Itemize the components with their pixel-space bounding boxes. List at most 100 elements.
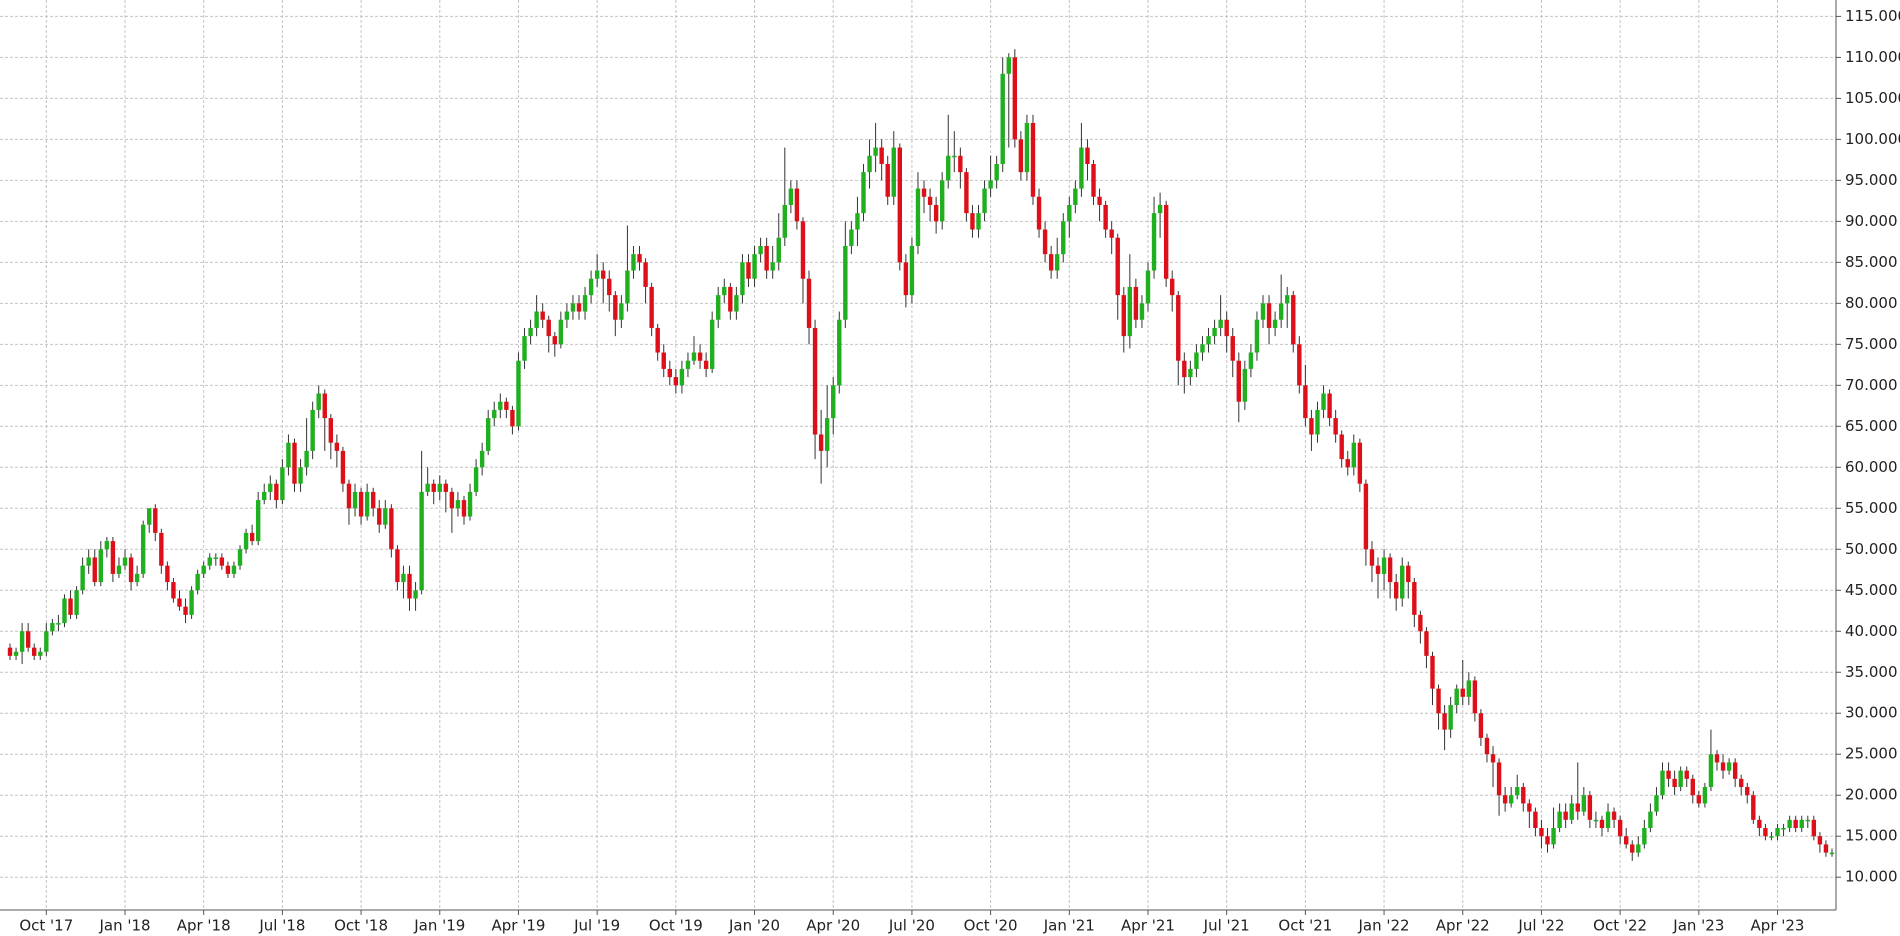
candle-body — [558, 319, 564, 345]
candle-body — [1448, 705, 1453, 730]
candle-body — [219, 557, 225, 566]
candle-body — [498, 401, 503, 410]
candle-body — [134, 573, 140, 583]
candle-body — [1291, 295, 1296, 345]
candle-body — [1696, 795, 1702, 804]
candle-body — [395, 549, 400, 583]
candle-body — [1787, 819, 1792, 829]
candle-body — [1502, 795, 1508, 804]
candle-body — [122, 557, 128, 566]
candle-body — [485, 418, 491, 451]
candle-body — [1418, 614, 1423, 632]
candle-body — [1097, 196, 1102, 205]
candle-body — [1073, 188, 1078, 205]
candle-body — [1139, 303, 1145, 320]
candle-body — [637, 254, 642, 263]
x-tick-label: Oct '20 — [964, 917, 1018, 935]
candle-body — [655, 327, 660, 353]
candle-body — [873, 147, 878, 156]
candle-body — [213, 557, 219, 559]
candle-body — [546, 319, 551, 337]
candle-body — [1248, 352, 1254, 369]
candle-body — [1412, 582, 1417, 615]
candle-body — [1103, 204, 1108, 230]
candle-body — [667, 368, 672, 378]
candle-body — [413, 590, 418, 599]
x-tick-label: Oct '22 — [1593, 917, 1647, 935]
candle-body — [1557, 811, 1562, 829]
candle-body — [697, 352, 703, 361]
x-tick-label: Jul '22 — [1517, 917, 1564, 935]
candle-body — [1811, 819, 1817, 837]
candle-body — [1375, 565, 1381, 574]
candle-body — [1763, 828, 1768, 837]
candle-body — [1224, 319, 1229, 337]
candle-body — [631, 254, 636, 271]
candle-body — [1315, 409, 1320, 435]
candle-body — [788, 188, 794, 205]
candle-body — [582, 295, 588, 312]
candle-body — [401, 573, 406, 583]
y-tick-label: 45.000 — [1845, 581, 1898, 599]
candle-body — [1048, 254, 1054, 271]
candle-body — [195, 573, 200, 591]
candle-body — [800, 221, 806, 279]
x-tick-label: Jan '18 — [98, 917, 150, 935]
candle-body — [643, 262, 648, 287]
candle-body — [1672, 778, 1677, 788]
candle-body — [62, 598, 67, 624]
x-tick-label: Oct '19 — [649, 917, 703, 935]
candle-body — [946, 155, 951, 181]
candle-body — [1654, 795, 1659, 812]
candle-body — [709, 319, 715, 369]
y-tick-label: 15.000 — [1845, 827, 1898, 845]
candle-body — [1157, 204, 1163, 214]
x-tick-label: Jul '21 — [1203, 917, 1250, 935]
candle-body — [437, 483, 442, 492]
candle-body — [1206, 336, 1211, 345]
x-tick-label: Apr '22 — [1436, 917, 1490, 935]
candle-body — [1720, 762, 1726, 771]
candle-body — [867, 155, 872, 173]
candle-body — [1012, 57, 1018, 140]
candle-body — [1781, 828, 1786, 830]
x-tick-label: Jan '20 — [728, 917, 780, 935]
candle-body — [1176, 295, 1181, 361]
candle-body — [1708, 754, 1714, 788]
candle-body — [1484, 737, 1490, 755]
candle-body — [1369, 549, 1375, 566]
candle-body — [1242, 368, 1248, 402]
candle-body — [1823, 844, 1829, 853]
candle-body — [1163, 204, 1169, 279]
y-tick-label: 25.000 — [1845, 745, 1898, 763]
candle-body — [1400, 565, 1405, 599]
candle-body — [1587, 795, 1593, 820]
candle-body — [310, 409, 315, 451]
candle-body — [1121, 295, 1126, 337]
candle-body — [80, 565, 85, 591]
candle-body — [1115, 237, 1120, 296]
candle-body — [1321, 393, 1326, 410]
candle-body — [1817, 836, 1823, 845]
candle-body — [274, 483, 279, 501]
candle-body — [679, 368, 685, 386]
candle-body — [970, 213, 975, 230]
candle-body — [764, 245, 769, 271]
y-tick-label: 105.000 — [1845, 89, 1900, 107]
candle-body — [722, 286, 727, 296]
y-tick-label: 100.000 — [1845, 130, 1900, 148]
candle-body — [915, 188, 921, 246]
candle-body — [1182, 360, 1187, 378]
candle-body — [1278, 303, 1284, 320]
candle-body — [1496, 762, 1502, 796]
candle-body — [1623, 836, 1629, 845]
candle-body — [1061, 221, 1066, 255]
y-tick-label: 95.000 — [1845, 171, 1898, 189]
candle-body — [1515, 787, 1520, 796]
y-tick-label: 55.000 — [1845, 499, 1898, 517]
candle-body — [370, 491, 376, 509]
candle-body — [25, 631, 31, 648]
candle-body — [607, 278, 612, 296]
candle-body — [1454, 688, 1459, 706]
